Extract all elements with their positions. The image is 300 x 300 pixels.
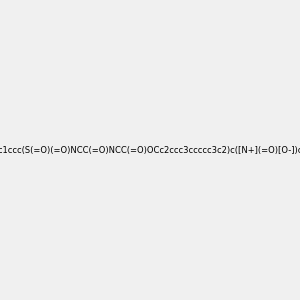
Text: Cc1ccc(S(=O)(=O)NCC(=O)NCC(=O)OCc2ccc3ccccc3c2)c([N+](=O)[O-])c1: Cc1ccc(S(=O)(=O)NCC(=O)NCC(=O)OCc2ccc3cc… <box>0 146 300 154</box>
